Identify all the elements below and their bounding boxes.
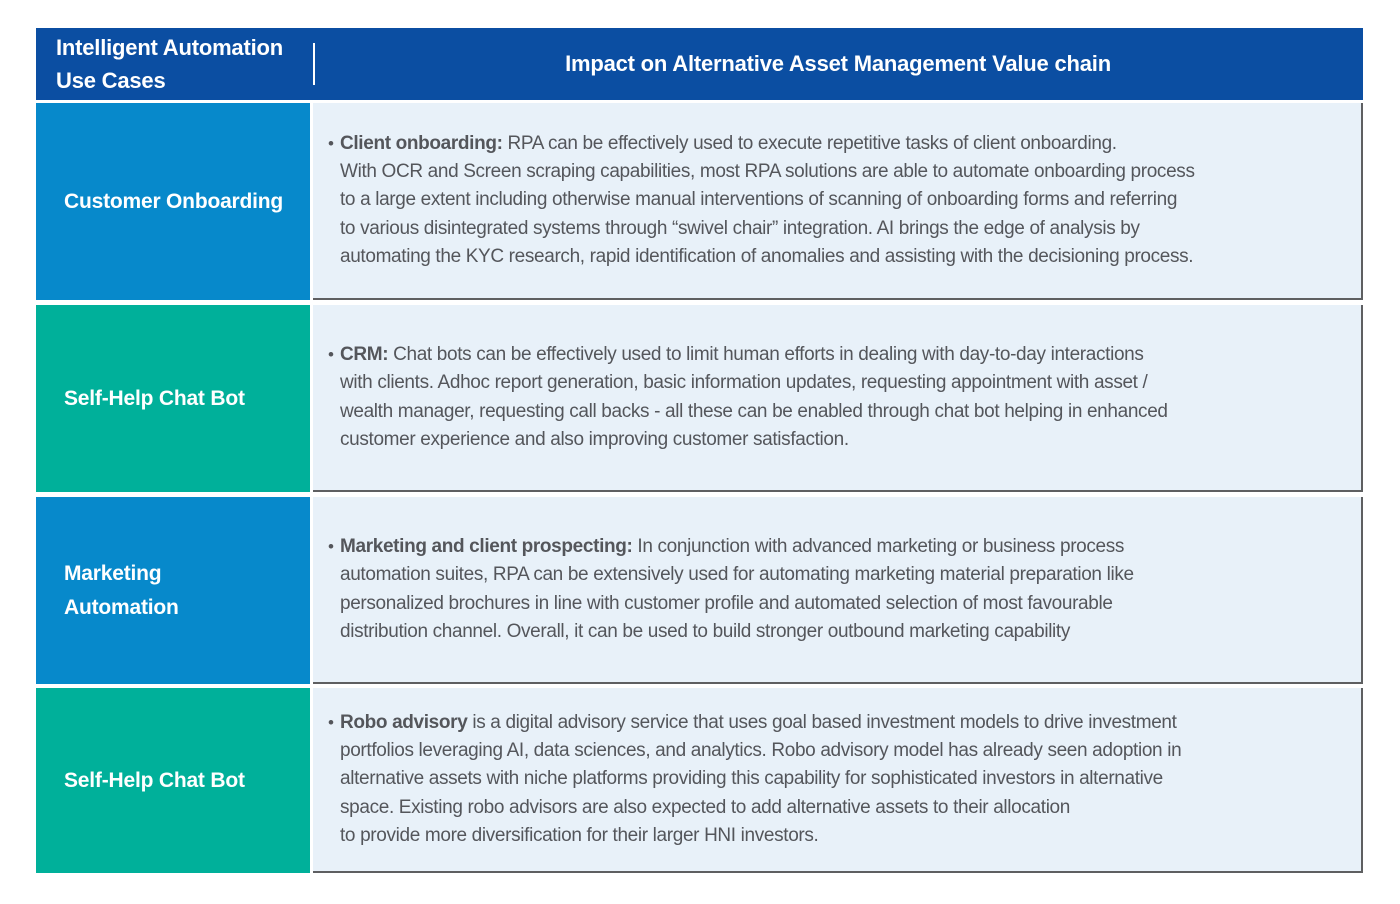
impact-line: personalized brochures in line with cust… [340, 592, 1113, 614]
impact-line: distribution channel. Overall, it can be… [340, 620, 1071, 642]
bullet-icon: • [328, 133, 334, 153]
impact-line: space. Existing robo advisors are also e… [340, 796, 1070, 818]
table-header: Intelligent Automation Use Cases Impact … [36, 28, 1363, 100]
use-case-row: Self-Help Chat Bot • CRM: Chat bots can be… [36, 305, 1363, 492]
bullet-item: • Marketing and client prospecting: In co… [328, 533, 1134, 646]
use-case-row: Marketing Automation • Marketing and client… [36, 497, 1363, 684]
impact-line-lead: CRM: [340, 344, 389, 366]
impact-line: to provide more diversification for thei… [340, 824, 819, 846]
impact-line: CRM: Chat bots can be effectively used t… [340, 344, 1144, 366]
impact-line: alternative assets with niche platforms … [340, 768, 1163, 790]
impact-cell: • Marketing and client prospecting: In co… [313, 497, 1363, 684]
impact-line-lead: Marketing and client prospecting: [340, 536, 633, 558]
impact-line: wealth manager, requesting call backs - … [340, 400, 1168, 422]
use-case-label-cell: Self-Help Chat Bot [36, 305, 310, 492]
table-body: Customer Onboarding • Client onboarding: R… [36, 100, 1363, 873]
use-case-label-cell: Customer Onboarding [36, 103, 310, 300]
use-case-label: Self-Help Chat Bot [64, 386, 245, 410]
use-case-label-cell: Marketing Automation [36, 497, 310, 684]
bullet-item: • Robo advisory is a digital advisory ser… [328, 709, 1182, 850]
impact-cell: • CRM: Chat bots can be effectively used … [313, 305, 1363, 492]
bullet-icon: • [328, 345, 334, 365]
column-gap [310, 688, 313, 873]
use-case-row: Self-Help Chat Bot • Robo advisory is a di… [36, 688, 1363, 873]
impact-line: customer experience and also improving c… [340, 428, 849, 450]
impact-cell: • Client onboarding: RPA can be effective… [313, 103, 1363, 300]
use-case-table: Intelligent Automation Use Cases Impact … [36, 28, 1363, 873]
row-gap [36, 100, 1363, 103]
impact-line: Client onboarding: RPA can be effectivel… [340, 132, 1117, 154]
impact-line: with clients. Adhoc report generation, b… [340, 372, 1148, 394]
row-gap [36, 684, 1363, 688]
header-cell-impact: Impact on Alternative Asset Management V… [313, 28, 1363, 100]
impact-line: to various disintegrated systems through… [340, 217, 1140, 239]
impact-text: CRM: Chat bots can be effectively used t… [340, 341, 1168, 454]
impact-text: Client onboarding: RPA can be effectivel… [340, 130, 1195, 271]
column-gap [310, 497, 313, 684]
impact-cell: • Robo advisory is a digital advisory ser… [313, 688, 1363, 873]
use-case-label-cell: Self-Help Chat Bot [36, 688, 310, 873]
use-case-label: Customer Onboarding [64, 189, 284, 213]
row-gap [36, 492, 1363, 497]
impact-header-title: Impact on Alternative Asset Management V… [565, 51, 1111, 76]
use-case-label: Marketing Automation [64, 561, 179, 619]
impact-line: With OCR and Screen scraping capabilitie… [340, 161, 1195, 183]
use-cases-header-title: Intelligent Automation Use Cases [56, 35, 283, 93]
use-case-row: Customer Onboarding • Client onboarding: R… [36, 103, 1363, 300]
column-gap [310, 305, 313, 492]
bullet-icon: • [328, 537, 334, 557]
impact-line: Robo advisory is a digital advisory serv… [340, 711, 1177, 733]
impact-line-lead: Robo advisory [340, 711, 468, 733]
impact-line: automation suites, RPA can be extensivel… [340, 564, 1134, 586]
impact-line-lead: Client onboarding: [340, 132, 503, 154]
column-gap [310, 103, 313, 300]
header-divider [313, 43, 315, 85]
impact-text: Robo advisory is a digital advisory serv… [340, 709, 1182, 850]
impact-text: Marketing and client prospecting: In con… [340, 533, 1134, 646]
bullet-item: • CRM: Chat bots can be effectively used … [328, 341, 1168, 454]
bullet-item: • Client onboarding: RPA can be effective… [328, 130, 1195, 271]
row-gap [36, 300, 1363, 305]
header-cell-use-cases: Intelligent Automation Use Cases [36, 28, 313, 100]
bullet-icon: • [328, 712, 334, 732]
impact-line: to a large extent including otherwise ma… [340, 189, 1178, 211]
impact-line: Marketing and client prospecting: In con… [340, 536, 1125, 558]
impact-line: portfolios leveraging AI, data sciences,… [340, 740, 1182, 762]
impact-line: automating the KYC research, rapid ident… [340, 245, 1194, 267]
use-case-label: Self-Help Chat Bot [64, 768, 245, 792]
